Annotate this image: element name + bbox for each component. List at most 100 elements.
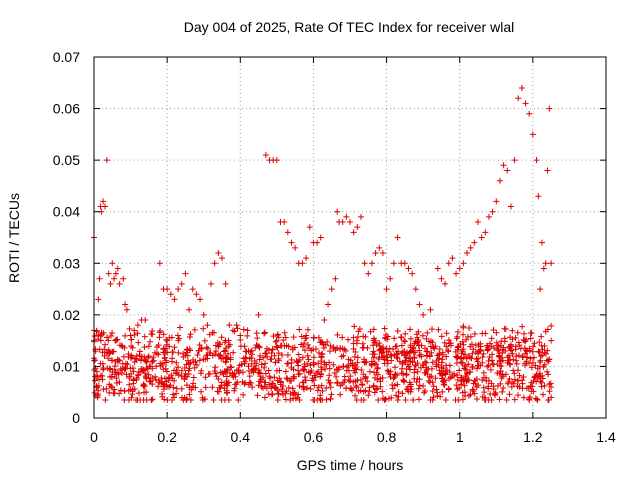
data-point — [479, 393, 486, 400]
x-tick-label: 0.4 — [231, 429, 251, 445]
data-point — [530, 343, 537, 350]
data-point — [183, 395, 190, 402]
data-point — [460, 331, 467, 338]
data-point — [261, 394, 268, 401]
data-point — [133, 352, 140, 359]
data-point — [147, 374, 154, 381]
data-point — [413, 378, 420, 385]
data-point — [190, 374, 197, 381]
data-point — [273, 157, 280, 164]
data-point — [153, 363, 160, 370]
data-point — [398, 350, 405, 357]
data-point — [372, 386, 379, 393]
data-point — [532, 362, 539, 369]
data-point — [175, 364, 182, 371]
data-point — [459, 348, 466, 355]
data-point — [97, 337, 104, 344]
data-point — [470, 346, 477, 353]
data-point — [169, 349, 176, 356]
data-point — [284, 376, 291, 383]
data-point — [350, 345, 357, 352]
data-point — [475, 355, 482, 362]
data-point — [498, 375, 505, 382]
data-point — [535, 193, 542, 200]
data-point — [350, 367, 357, 374]
data-point — [255, 382, 262, 389]
data-point — [526, 347, 533, 354]
data-point — [370, 348, 377, 355]
data-point — [368, 362, 375, 369]
data-point — [261, 330, 268, 337]
data-point — [490, 361, 497, 368]
data-point — [401, 260, 408, 267]
data-point — [197, 370, 204, 377]
data-point — [224, 382, 231, 389]
data-point — [401, 378, 408, 385]
data-point — [117, 342, 124, 349]
data-point — [388, 394, 395, 401]
data-point — [458, 381, 465, 388]
data-point — [537, 357, 544, 364]
grid-lines — [94, 57, 606, 418]
data-point — [430, 394, 437, 401]
data-point — [264, 353, 271, 360]
data-point — [197, 296, 204, 303]
data-point — [442, 396, 449, 403]
data-point — [454, 377, 461, 384]
data-point — [350, 334, 357, 341]
data-point — [122, 364, 129, 371]
data-point — [301, 347, 308, 354]
data-point — [405, 265, 412, 272]
data-point — [307, 362, 314, 369]
data-point — [314, 387, 321, 394]
data-point — [466, 325, 473, 332]
data-point — [320, 341, 327, 348]
data-point — [359, 381, 366, 388]
data-point — [182, 270, 189, 277]
data-point — [463, 336, 470, 343]
data-point — [470, 380, 477, 387]
data-point — [403, 365, 410, 372]
data-point — [128, 343, 135, 350]
data-point — [143, 375, 150, 382]
data-point — [354, 224, 361, 231]
data-point — [239, 369, 246, 376]
data-point — [453, 360, 460, 367]
x-tick-label: 0 — [90, 429, 98, 445]
data-point — [225, 343, 232, 350]
data-point — [155, 342, 162, 349]
data-point — [499, 388, 506, 395]
data-point — [166, 384, 173, 391]
data-point — [327, 342, 334, 349]
data-point — [395, 348, 402, 355]
data-point — [135, 390, 142, 397]
data-point — [141, 344, 148, 351]
data-point — [103, 157, 110, 164]
x-tick-label: 1.2 — [523, 429, 543, 445]
data-point — [337, 391, 344, 398]
data-point — [426, 353, 433, 360]
data-point — [112, 270, 119, 277]
data-point — [120, 275, 127, 282]
data-point — [318, 382, 325, 389]
data-point — [178, 394, 185, 401]
data-point — [150, 354, 157, 361]
data-point — [95, 387, 102, 394]
data-point — [530, 388, 537, 395]
data-point — [469, 364, 476, 371]
data-point — [141, 333, 148, 340]
data-point — [475, 362, 482, 369]
data-point — [547, 380, 554, 387]
data-point — [352, 348, 359, 355]
data-point — [287, 390, 294, 397]
data-point — [485, 213, 492, 220]
data-point — [126, 325, 133, 332]
data-point — [477, 347, 484, 354]
data-point — [91, 377, 98, 384]
data-point — [248, 360, 255, 367]
data-point — [411, 340, 418, 347]
data-point — [138, 356, 145, 363]
data-point — [392, 364, 399, 371]
data-point — [539, 346, 546, 353]
data-point — [225, 396, 232, 403]
